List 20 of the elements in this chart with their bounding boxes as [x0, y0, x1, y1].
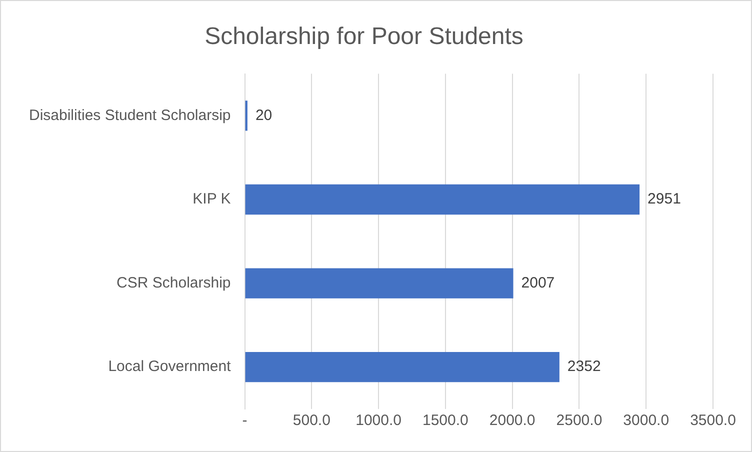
x-tick-label: 3000.0	[623, 412, 670, 430]
data-label: 2951	[648, 190, 681, 208]
bar	[245, 352, 560, 382]
x-tick-label: 2500.0	[556, 412, 602, 430]
y-tick-label: Disabilities Student Scholarsip	[28, 106, 231, 124]
bar	[245, 184, 640, 215]
x-tick-label: 1000.0	[356, 412, 402, 430]
y-tick-label: Local Government	[108, 358, 232, 376]
x-tick-label: 2000.0	[489, 412, 536, 430]
chart-title: Scholarship for Poor Students	[204, 23, 524, 50]
data-label: 2007	[521, 274, 555, 292]
x-tick-label: -	[242, 412, 248, 430]
data-label: 20	[255, 106, 272, 124]
data-label: 2352	[567, 358, 601, 376]
bar	[245, 268, 514, 298]
x-tick-label: 1500.0	[422, 412, 468, 430]
y-tick-label: KIP K	[192, 190, 231, 208]
y-tick-label: CSR Scholarship	[116, 274, 231, 292]
x-tick-label: 3500.0	[690, 412, 736, 430]
x-tick-label: 500.0	[292, 412, 330, 430]
